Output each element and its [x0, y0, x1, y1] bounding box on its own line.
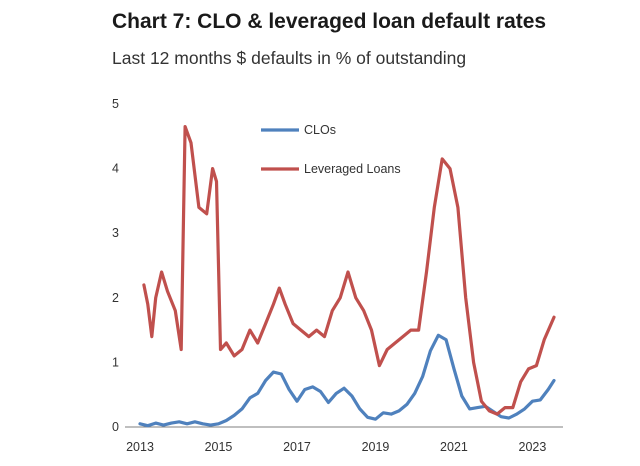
x-tick-label: 2015: [205, 440, 233, 454]
y-tick-label: 4: [112, 162, 119, 176]
x-tick-label: 2017: [283, 440, 311, 454]
series-group: [138, 125, 556, 428]
legend-label: CLOs: [304, 123, 336, 137]
legend: CLOs Leveraged Loans: [261, 123, 401, 176]
chart-subtitle: Last 12 months $ defaults in % of outsta…: [112, 48, 467, 68]
series-line-leveraged-loans: [142, 125, 556, 416]
y-ticks: 0 1 2 3 4 5: [112, 97, 119, 434]
x-tick-label: 2013: [126, 440, 154, 454]
chart-title: Chart 7: CLO & leveraged loan default ra…: [112, 10, 547, 33]
y-tick-label: 3: [112, 226, 119, 240]
x-tick-label: 2019: [362, 440, 390, 454]
legend-label: Leveraged Loans: [304, 162, 401, 176]
x-ticks: 2013 2015 2017 2019 2021 2023: [126, 440, 546, 454]
y-tick-label: 1: [112, 355, 119, 369]
y-tick-label: 0: [112, 420, 119, 434]
x-tick-label: 2023: [519, 440, 547, 454]
x-tick-label: 2021: [440, 440, 468, 454]
y-tick-label: 2: [112, 291, 119, 305]
y-tick-label: 5: [112, 97, 119, 111]
